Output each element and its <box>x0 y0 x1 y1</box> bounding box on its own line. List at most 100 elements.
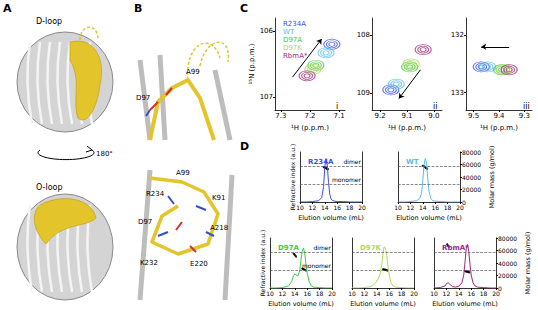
svg-text:Elution volume (mL): Elution volume (mL) <box>396 214 462 222</box>
svg-text:40000: 40000 <box>498 260 517 267</box>
svg-text:10: 10 <box>394 204 402 211</box>
svg-text:18: 18 <box>398 290 406 297</box>
svg-text:10: 10 <box>430 290 438 297</box>
svg-text:16: 16 <box>385 290 393 297</box>
svg-text:16: 16 <box>431 204 439 211</box>
svg-text:60000: 60000 <box>498 247 517 254</box>
svg-text:Elution volume (mL): Elution volume (mL) <box>350 300 416 308</box>
svg-text:7.3: 7.3 <box>275 112 286 120</box>
svg-text:7.2: 7.2 <box>304 112 315 120</box>
svg-text:A99: A99 <box>186 68 200 76</box>
svg-text:10: 10 <box>296 204 304 211</box>
svg-text:Molar mass (g/mol): Molar mass (g/mol) <box>488 146 496 209</box>
svg-text:16: 16 <box>467 290 475 297</box>
svg-text:¹H (p.p.m.): ¹H (p.p.m.) <box>388 124 426 132</box>
svg-text:180°: 180° <box>96 150 113 158</box>
svg-text:K91: K91 <box>212 194 226 202</box>
svg-text:9.2: 9.2 <box>375 112 386 120</box>
svg-text:14: 14 <box>291 290 299 297</box>
svg-text:18: 18 <box>316 290 324 297</box>
svg-text:14: 14 <box>419 204 427 211</box>
svg-text:20: 20 <box>456 204 464 211</box>
svg-text:ii: ii <box>433 102 437 111</box>
svg-text:Elution volume (mL): Elution volume (mL) <box>432 300 498 308</box>
svg-text:107: 107 <box>260 93 273 101</box>
svg-text:monomer: monomer <box>302 262 332 269</box>
svg-text:A218: A218 <box>210 224 228 232</box>
svg-text:106: 106 <box>260 27 274 35</box>
svg-text:D: D <box>240 140 249 153</box>
svg-text:D97K: D97K <box>360 244 382 252</box>
svg-text:¹H (p.p.m.): ¹H (p.p.m.) <box>480 124 518 132</box>
svg-text:i: i <box>336 102 338 111</box>
svg-text:dimer: dimer <box>344 158 362 165</box>
svg-text:14: 14 <box>373 290 381 297</box>
svg-text:12: 12 <box>309 204 317 211</box>
svg-text:80000: 80000 <box>462 149 481 156</box>
svg-text:A: A <box>3 2 12 15</box>
svg-text:R234A: R234A <box>283 20 306 28</box>
svg-text:40000: 40000 <box>462 174 481 181</box>
svg-text:RbmA*: RbmA* <box>442 244 469 252</box>
svg-text:RbmA*: RbmA* <box>283 52 308 60</box>
svg-text:18: 18 <box>346 204 354 211</box>
svg-text:80000: 80000 <box>498 235 517 242</box>
svg-text:20: 20 <box>492 290 500 297</box>
svg-text:20: 20 <box>410 290 418 297</box>
svg-text:monomer: monomer <box>332 176 362 183</box>
svg-text:12: 12 <box>443 290 451 297</box>
svg-text:12: 12 <box>361 290 369 297</box>
svg-text:18: 18 <box>480 290 488 297</box>
svg-text:Elution volume (mL): Elution volume (mL) <box>268 300 334 308</box>
svg-text:9.5: 9.5 <box>468 112 479 120</box>
svg-text:9.4: 9.4 <box>493 112 505 120</box>
svg-text:7.1: 7.1 <box>334 112 345 120</box>
svg-text:Molar mass (g/mol): Molar mass (g/mol) <box>524 232 532 295</box>
svg-text:20000: 20000 <box>498 272 517 279</box>
svg-text:0: 0 <box>462 198 466 206</box>
svg-text:D97K: D97K <box>283 44 302 52</box>
svg-text:109: 109 <box>357 89 370 97</box>
svg-text:A99: A99 <box>176 169 190 177</box>
svg-text:132: 132 <box>451 31 464 39</box>
svg-text:60000: 60000 <box>462 161 481 168</box>
svg-text:18: 18 <box>444 204 452 211</box>
svg-text:Elution volume (mL): Elution volume (mL) <box>298 214 364 222</box>
svg-text:9.1: 9.1 <box>401 112 412 120</box>
svg-text:D97A: D97A <box>278 244 300 252</box>
svg-text:Refractive index (a.u.): Refractive index (a.u.) <box>289 144 296 211</box>
svg-text:108: 108 <box>357 31 370 39</box>
svg-text:14: 14 <box>321 204 329 211</box>
svg-text:16: 16 <box>303 290 311 297</box>
svg-text:10: 10 <box>266 290 274 297</box>
svg-text:12: 12 <box>407 204 415 211</box>
svg-text:D97: D97 <box>136 94 150 102</box>
svg-text:¹⁵N (p.p.m.): ¹⁵N (p.p.m.) <box>248 43 256 84</box>
svg-text:E220: E220 <box>190 260 208 268</box>
svg-text:K232: K232 <box>140 259 158 267</box>
svg-text:R234A: R234A <box>308 158 334 166</box>
svg-text:20: 20 <box>358 204 366 211</box>
svg-text:12: 12 <box>279 290 287 297</box>
svg-text:B: B <box>134 2 142 15</box>
svg-text:C: C <box>240 2 248 15</box>
svg-text:20000: 20000 <box>462 186 481 193</box>
svg-text:9.0: 9.0 <box>428 112 439 120</box>
svg-text:iii: iii <box>523 102 530 111</box>
svg-text:9.3: 9.3 <box>519 112 530 120</box>
svg-text:16: 16 <box>333 204 341 211</box>
svg-text:¹H (p.p.m.): ¹H (p.p.m.) <box>291 124 329 132</box>
svg-text:WT: WT <box>406 158 419 166</box>
svg-text:D-loop: D-loop <box>36 17 62 26</box>
svg-text:14: 14 <box>455 290 463 297</box>
svg-text:D97A: D97A <box>283 36 302 44</box>
svg-text:10: 10 <box>348 290 356 297</box>
svg-text:20: 20 <box>328 290 336 297</box>
svg-text:dimer: dimer <box>314 244 332 251</box>
svg-text:D97: D97 <box>138 218 152 226</box>
svg-text:Refractive index (a.u.): Refractive index (a.u.) <box>259 230 266 297</box>
svg-text:O-loop: O-loop <box>36 183 63 192</box>
svg-text:WT: WT <box>283 28 295 36</box>
svg-text:R234: R234 <box>146 190 165 198</box>
svg-text:133: 133 <box>451 89 464 97</box>
